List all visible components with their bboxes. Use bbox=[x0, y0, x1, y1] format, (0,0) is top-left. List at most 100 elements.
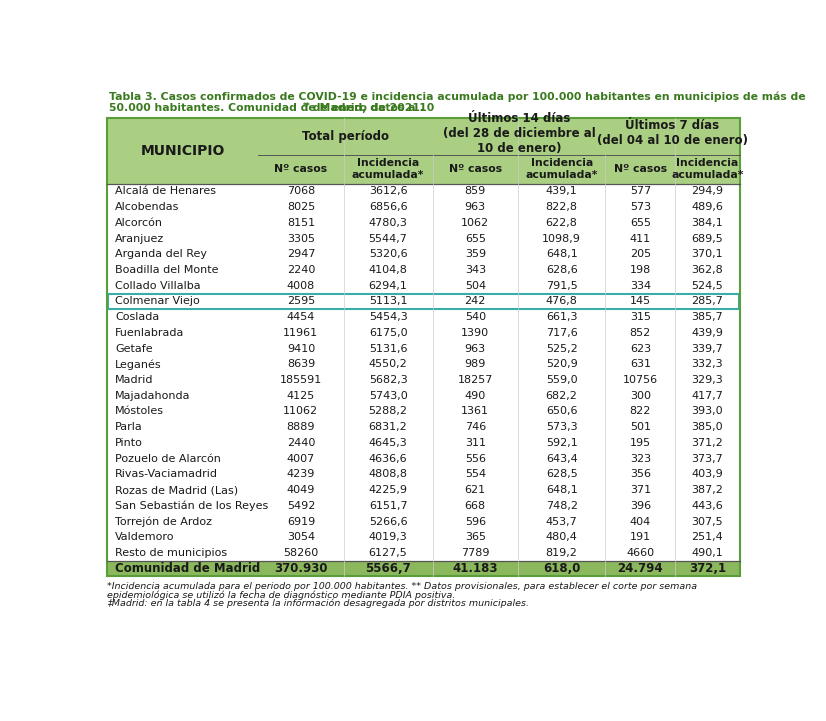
Text: 403,9: 403,9 bbox=[691, 469, 724, 479]
Text: 628,6: 628,6 bbox=[546, 265, 577, 275]
Text: 4125: 4125 bbox=[287, 391, 315, 401]
Text: ‡Madrid: en la tabla 4 se presenta la información desagregada por distritos muni: ‡Madrid: en la tabla 4 se presenta la in… bbox=[107, 598, 529, 608]
Text: 554: 554 bbox=[465, 469, 486, 479]
Text: 631: 631 bbox=[630, 359, 651, 369]
Text: 524,5: 524,5 bbox=[691, 280, 724, 291]
Text: 822: 822 bbox=[629, 407, 651, 417]
Text: 4808,8: 4808,8 bbox=[368, 469, 407, 479]
Text: 9410: 9410 bbox=[287, 344, 315, 353]
Text: Tabla 3. Casos confirmados de COVID-19 e incidencia acumulada por 100.000 habita: Tabla 3. Casos confirmados de COVID-19 e… bbox=[110, 92, 806, 102]
Text: 4645,3: 4645,3 bbox=[368, 438, 407, 448]
Bar bbox=[107, 184, 739, 561]
Text: 5544,7: 5544,7 bbox=[368, 234, 407, 244]
Text: 4019,3: 4019,3 bbox=[368, 532, 407, 542]
Text: Nº casos: Nº casos bbox=[274, 164, 327, 174]
Text: Rivas-Vaciamadrid: Rivas-Vaciamadrid bbox=[115, 469, 218, 479]
Text: 439,1: 439,1 bbox=[546, 187, 577, 196]
Text: 989: 989 bbox=[464, 359, 486, 369]
Text: 371: 371 bbox=[629, 485, 651, 495]
Text: 41.183: 41.183 bbox=[453, 562, 498, 575]
Text: 556: 556 bbox=[465, 454, 486, 464]
Text: 8151: 8151 bbox=[287, 218, 315, 228]
Text: 6127,5: 6127,5 bbox=[368, 548, 407, 558]
Text: 5113,1: 5113,1 bbox=[369, 296, 407, 306]
Text: 323: 323 bbox=[629, 454, 651, 464]
Text: 18257: 18257 bbox=[458, 375, 493, 385]
Text: 8889: 8889 bbox=[287, 423, 316, 432]
Text: 963: 963 bbox=[465, 344, 486, 353]
Text: 489,6: 489,6 bbox=[691, 202, 724, 212]
Text: 4239: 4239 bbox=[287, 469, 315, 479]
Text: 8639: 8639 bbox=[287, 359, 315, 369]
Text: 242: 242 bbox=[464, 296, 486, 306]
Text: 343: 343 bbox=[465, 265, 486, 275]
Text: 2240: 2240 bbox=[287, 265, 315, 275]
Text: 453,7: 453,7 bbox=[546, 516, 577, 526]
Text: 362,8: 362,8 bbox=[691, 265, 724, 275]
Text: Arganda del Rey: Arganda del Rey bbox=[115, 249, 206, 260]
Text: 822,8: 822,8 bbox=[546, 202, 577, 212]
Text: 411: 411 bbox=[629, 234, 651, 244]
Text: 2595: 2595 bbox=[287, 296, 315, 306]
Text: 4780,3: 4780,3 bbox=[368, 218, 407, 228]
Text: 396: 396 bbox=[629, 501, 651, 510]
Text: 540: 540 bbox=[465, 312, 486, 322]
Text: Incidencia
acumulada*: Incidencia acumulada* bbox=[525, 159, 598, 180]
Text: 791,5: 791,5 bbox=[546, 280, 577, 291]
Text: 5743,0: 5743,0 bbox=[368, 391, 407, 401]
Text: Total período: Total período bbox=[302, 130, 389, 143]
Text: 373,7: 373,7 bbox=[691, 454, 724, 464]
Text: Incidencia
acumulada*: Incidencia acumulada* bbox=[352, 159, 425, 180]
Text: Coslada: Coslada bbox=[115, 312, 159, 322]
Text: 6294,1: 6294,1 bbox=[368, 280, 407, 291]
Text: 385,0: 385,0 bbox=[691, 423, 724, 432]
Text: Alcobendas: Alcobendas bbox=[115, 202, 179, 212]
Text: 191: 191 bbox=[629, 532, 651, 542]
Text: 311: 311 bbox=[465, 438, 486, 448]
Bar bbox=[107, 561, 739, 576]
Text: 58260: 58260 bbox=[283, 548, 319, 558]
Text: 689,5: 689,5 bbox=[691, 234, 724, 244]
Text: 315: 315 bbox=[630, 312, 651, 322]
Text: *Incidencia acumulada para el periodo por 100.000 habitantes. ** Datos provision: *Incidencia acumulada para el periodo po… bbox=[107, 582, 697, 590]
Text: 682,2: 682,2 bbox=[546, 391, 577, 401]
Text: 648,1: 648,1 bbox=[546, 249, 577, 260]
Text: Torrejón de Ardoz: Torrejón de Ardoz bbox=[115, 516, 212, 527]
Text: 859: 859 bbox=[464, 187, 486, 196]
Text: 4454: 4454 bbox=[287, 312, 315, 322]
Text: Últimos 14 días
(del 28 de diciembre al
10 de enero): Últimos 14 días (del 28 de diciembre al … bbox=[443, 112, 596, 155]
Text: Majadahonda: Majadahonda bbox=[115, 391, 190, 401]
Text: Incidencia
acumulada*: Incidencia acumulada* bbox=[672, 159, 743, 180]
Text: 7789: 7789 bbox=[461, 548, 490, 558]
Text: 621: 621 bbox=[465, 485, 486, 495]
Text: 963: 963 bbox=[465, 202, 486, 212]
Text: 11961: 11961 bbox=[283, 328, 319, 338]
Text: Nº casos: Nº casos bbox=[449, 164, 502, 174]
Text: 4550,2: 4550,2 bbox=[368, 359, 407, 369]
Text: Madrid: Madrid bbox=[115, 375, 154, 385]
Text: 2947: 2947 bbox=[287, 249, 316, 260]
Text: 11062: 11062 bbox=[283, 407, 319, 417]
Text: 10756: 10756 bbox=[623, 375, 657, 385]
Text: epidemiológica se utilizó la fecha de diagnóstico mediante PDIA positiva.: epidemiológica se utilizó la fecha de di… bbox=[107, 590, 455, 600]
Text: 6919: 6919 bbox=[287, 516, 315, 526]
Text: 476,8: 476,8 bbox=[546, 296, 577, 306]
Text: 329,3: 329,3 bbox=[691, 375, 724, 385]
Text: 5266,6: 5266,6 bbox=[368, 516, 407, 526]
Text: 628,5: 628,5 bbox=[546, 469, 577, 479]
Text: 1390: 1390 bbox=[461, 328, 489, 338]
Text: Getafe: Getafe bbox=[115, 344, 153, 353]
Text: 404: 404 bbox=[629, 516, 651, 526]
Text: 370.930: 370.930 bbox=[274, 562, 328, 575]
Text: 4007: 4007 bbox=[287, 454, 315, 464]
Text: 50.000 habitantes. Comunidad de Madrid, datos a 10: 50.000 habitantes. Comunidad de Madrid, … bbox=[110, 102, 434, 112]
Text: Fuenlabrada: Fuenlabrada bbox=[115, 328, 184, 338]
Text: Móstoles: Móstoles bbox=[115, 407, 164, 417]
Bar bbox=[107, 118, 739, 184]
Text: 359: 359 bbox=[465, 249, 486, 260]
Text: 5454,3: 5454,3 bbox=[368, 312, 407, 322]
Text: 490: 490 bbox=[464, 391, 486, 401]
Text: Colmenar Viejo: Colmenar Viejo bbox=[115, 296, 200, 306]
Text: MUNICIPIO: MUNICIPIO bbox=[140, 143, 225, 158]
Text: 356: 356 bbox=[630, 469, 651, 479]
